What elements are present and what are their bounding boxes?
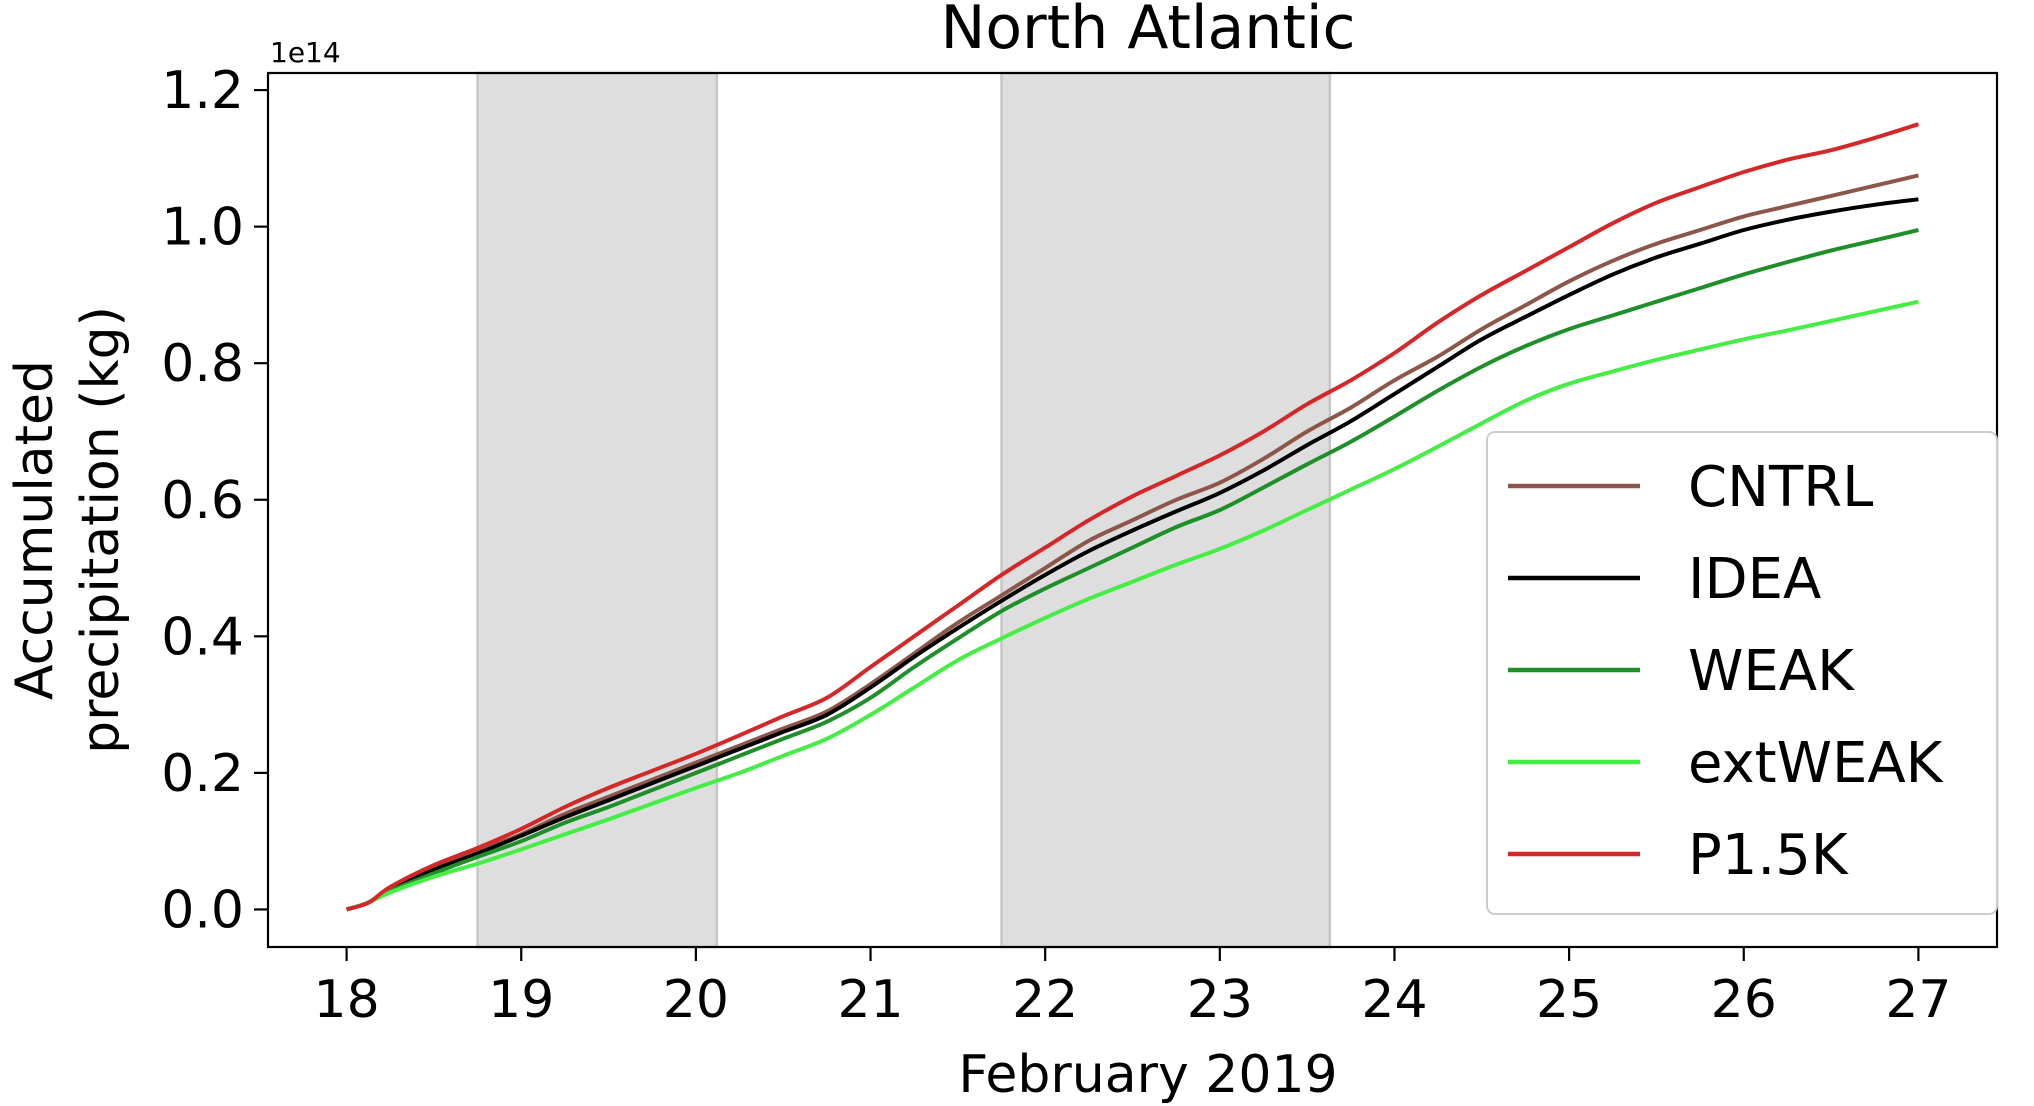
y-axis-label-line-1: Accumulated (5, 360, 65, 700)
legend: CNTRL IDEA WEAK extWEAK P1.5K (1486, 431, 1998, 915)
x-tick-label: 19 (488, 970, 554, 1030)
x-tick-label: 20 (663, 970, 729, 1030)
y-tick-label: 0.2 (161, 744, 244, 804)
chart-title: North Atlantic (940, 0, 1355, 63)
x-tick-label: 18 (314, 970, 380, 1030)
y-axis-ticks: 0.0 0.2 0.4 0.6 0.8 1.0 1.2 (161, 61, 268, 940)
series-line-extweak (346, 299, 1919, 912)
series-line-idea (346, 197, 1919, 912)
y-tick-label: 0.8 (161, 334, 244, 394)
y-tick-label: 0.6 (161, 471, 244, 531)
y-tick-label: 0.4 (161, 607, 244, 667)
series-line-weak (346, 228, 1919, 912)
x-tick-label: 27 (1885, 970, 1951, 1030)
x-tick-label: 22 (1012, 970, 1078, 1030)
legend-label-weak: WEAK (1688, 639, 1855, 704)
x-tick-label: 23 (1187, 970, 1253, 1030)
legend-label-extweak: extWEAK (1688, 731, 1944, 796)
y-tick-label: 0.0 (161, 880, 244, 940)
x-tick-label: 26 (1711, 970, 1777, 1030)
series-lines (346, 122, 1920, 912)
y-axis-label-line-2: precipitation (kg) (71, 306, 131, 754)
legend-label-cntrl: CNTRL (1688, 455, 1873, 520)
shaded-span-2 (1000, 71, 1332, 949)
legend-box (1486, 431, 1998, 915)
series-line-cntrl (346, 173, 1919, 912)
y-tick-label: 1.0 (161, 198, 244, 258)
shaded-span-1 (476, 71, 719, 949)
legend-label-p1-5k: P1.5K (1688, 823, 1849, 888)
x-axis-label: February 2019 (958, 1045, 1337, 1105)
x-tick-label: 24 (1361, 970, 1427, 1030)
x-tick-label: 25 (1536, 970, 1602, 1030)
y-tick-label: 1.2 (161, 61, 244, 121)
series-line-p1-5k (346, 122, 1920, 912)
x-tick-label: 21 (837, 970, 903, 1030)
legend-items: CNTRL IDEA WEAK extWEAK P1.5K (1508, 455, 1944, 888)
y-offset-label: 1e14 (270, 36, 341, 69)
shaded-spans (476, 71, 1332, 949)
x-axis-ticks: 18 19 20 21 22 23 24 25 26 27 (314, 947, 1951, 1030)
legend-label-idea: IDEA (1688, 547, 1821, 612)
